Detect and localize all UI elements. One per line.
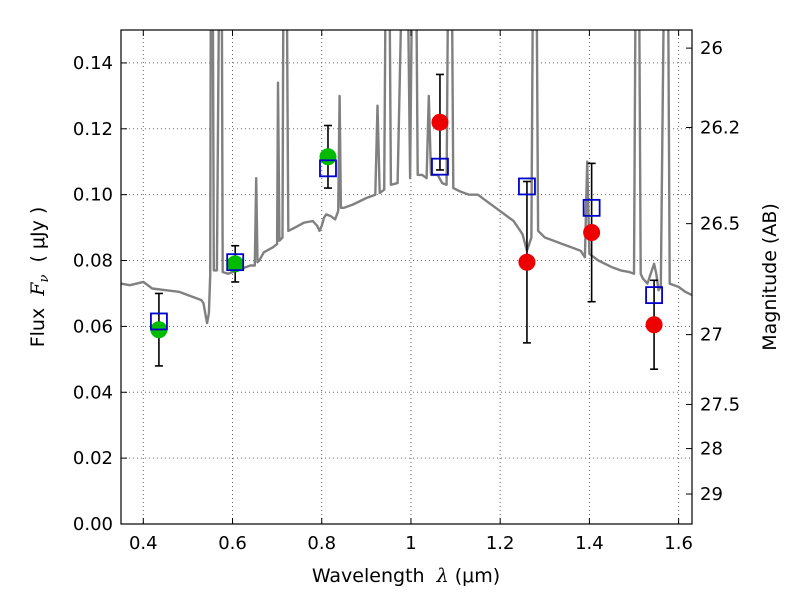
- y-tick-label: 0.04: [73, 382, 113, 403]
- right-tick-label: 26.2: [700, 117, 740, 138]
- right-tick-label: 26: [700, 38, 723, 59]
- data-point-red: [645, 316, 663, 334]
- right-tick-label: 27.5: [700, 394, 740, 415]
- data-point-red: [583, 224, 601, 242]
- y-tick-label: 0.10: [73, 185, 113, 206]
- x-tick-label: 0.8: [307, 533, 336, 554]
- y-tick-label: 0.06: [73, 316, 113, 337]
- y-axis-title-unit: ( μJy ): [27, 207, 49, 275]
- model-photometry-square: [319, 159, 337, 178]
- x-axis-title-symbol: λ: [436, 565, 449, 587]
- x-axis-title: Wavelength λ (μm): [312, 565, 500, 587]
- model-photometry-square: [582, 198, 601, 217]
- data-point-green: [319, 148, 337, 166]
- data-point-red: [518, 253, 536, 271]
- model-photometry-square: [431, 157, 449, 176]
- model-photometry-square: [226, 253, 245, 272]
- x-tick-label: 1: [405, 533, 416, 554]
- tick-labels: 0.4 0.6 0.8 1 1.2 1.4 1.6 0.00 0.02 0.04 0.06 0.08 0…: [73, 38, 740, 554]
- y-axis-title-symbol: F: [27, 282, 49, 297]
- right-tick-label: 28: [700, 439, 723, 460]
- y-tick-label: 0.14: [73, 53, 113, 74]
- plot-frame: [120, 29, 693, 525]
- data-point-red: [431, 113, 449, 131]
- right-tick-label: 26.5: [700, 214, 740, 235]
- right-axis-title: Magnitude (AB): [759, 203, 781, 351]
- x-tick-label: 1.2: [486, 533, 515, 554]
- y-tick-label: 0.12: [73, 119, 113, 140]
- right-tick-label: 27: [700, 325, 723, 346]
- model-photometry-square: [645, 286, 663, 305]
- marker-layer: [150, 113, 663, 339]
- x-tick-label: 0.4: [129, 533, 158, 554]
- x-axis-title-prefix: Wavelength: [312, 565, 437, 587]
- plot-background: [121, 30, 692, 524]
- tick-marks: [121, 30, 692, 525]
- y-axis-title-subscript: ν: [37, 275, 52, 283]
- right-tick-label: 29: [700, 484, 723, 505]
- y-tick-label: 0.08: [73, 251, 113, 272]
- x-tick-label: 1.6: [664, 533, 693, 554]
- model-photometry-square: [518, 177, 536, 196]
- model-photometry-square: [150, 312, 168, 331]
- y-tick-label: 0.02: [73, 448, 113, 469]
- x-tick-label: 1.4: [575, 533, 604, 554]
- y-axis-title: Flux Fν ( μJy ): [27, 207, 52, 348]
- x-tick-label: 0.6: [218, 533, 247, 554]
- y-tick-label: 0.00: [73, 514, 113, 535]
- y-axis-title-prefix: Flux: [27, 296, 49, 348]
- x-axis-title-unit: (μm): [449, 565, 500, 587]
